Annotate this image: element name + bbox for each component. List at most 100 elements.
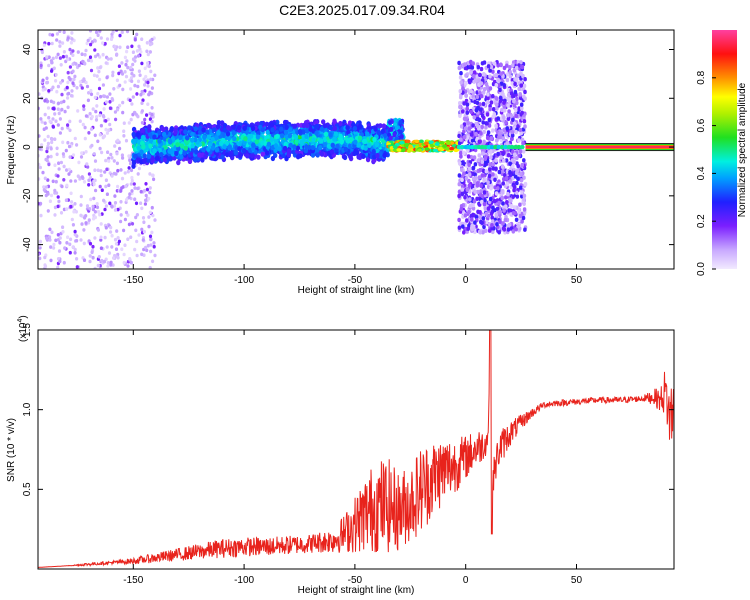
spectrogram-cell [114,172,118,176]
spectrogram-cell [190,137,195,143]
spectrogram-cell [445,141,451,146]
spectrogram-cell [469,154,474,160]
spectrogram-cell [118,103,122,108]
spectrogram-cell [457,225,462,230]
spectrogram-cell [142,158,147,164]
spectrogram-cell [75,257,79,261]
spectrogram-cell [129,87,133,91]
spectrogram-cell [140,127,145,133]
spectrogram-cell [146,61,150,65]
spectrogram-cell [66,235,70,239]
spectrogram-cell [93,168,97,172]
spectrogram-cell [47,115,51,120]
spectrogram-cell [152,177,156,182]
spectrogram-cell [484,228,488,233]
spectrogram-cell [51,85,55,90]
spectrogram-cell [42,188,46,192]
spectrogram-cell [482,87,487,92]
spectrogram-cell [496,186,500,191]
spectrogram-cell [515,194,520,199]
spectrogram-cell [143,66,147,71]
x-tick-label: -50 [348,275,363,286]
spectrogram-cell [365,157,371,163]
spectrogram-cell [506,116,511,122]
spectrogram-cell [130,102,134,106]
spectrogram-cell [49,99,53,104]
spectrogram-cell [498,99,503,104]
spectrogram-cell [96,91,100,96]
spectrogram-cell [502,100,506,105]
spectrogram-x-axis: -150 -100 -50 0 50 [123,30,582,286]
spectrogram-cell [45,236,49,241]
spectrogram-cell [200,157,205,163]
spectrogram-cell [232,136,237,142]
spectrogram-cell [459,206,464,212]
spectrogram-cell [47,41,51,46]
spectrogram-cell [332,118,337,124]
spectrogram-cell [104,158,108,163]
spectrogram-cell [117,71,121,76]
spectrogram-cell [392,132,397,137]
spectrogram-cell [515,100,519,106]
spectrogram-cell [456,144,462,150]
spectrogram-cell [99,235,103,240]
spectrogram-cell [126,169,130,174]
spectrogram-cell [473,144,479,150]
spectrogram-cell [476,158,481,163]
spectrogram-cell [146,84,150,88]
spectrogram-cell [73,202,77,206]
spectrogram-cell [53,112,57,116]
spectrogram-cell [388,135,393,141]
spectrogram-cell [185,135,190,141]
spectrogram-cell [149,138,154,144]
spectrogram-cell [139,50,143,54]
y-tick-label: -20 [22,188,33,203]
spectrogram-cell [83,61,87,66]
spectrogram-cell [141,135,146,141]
spectrogram-cell [516,223,521,229]
spectrogram-cell [67,172,71,176]
spectrogram-cell [105,37,110,41]
spectrogram-cell [473,189,477,194]
spectrogram-cell [51,117,55,121]
spectrogram-cell [151,213,155,218]
spectrogram-cell [118,146,122,151]
spectrogram-cell [116,168,120,173]
spectrogram-cell [88,175,92,180]
spectrogram-cell [356,142,361,148]
spectrogram-cell [518,202,522,207]
spectrogram-cell [87,91,91,95]
spectrogram-cell [52,66,56,71]
spectrogram-cell [513,81,517,87]
spectrogram-cell [521,215,526,221]
spectrogram-cell [193,156,198,162]
spectrogram-cell [469,132,474,137]
spectrogram-cell [85,162,89,166]
spectrogram-cell [129,260,133,265]
spectrogram-cell [463,65,468,71]
spectrogram-cell [130,175,134,180]
spectrogram-cell [496,151,500,157]
spectrogram-cell [458,89,463,94]
spectrogram-cell [148,186,152,190]
snr-y-multiplier: (x104) [17,315,29,342]
spectrogram-cell [462,171,466,176]
spectrogram-cell [352,125,358,132]
spectrogram-cell [69,191,73,196]
spectrogram-cell [508,208,513,213]
spectrogram-cell [73,179,77,183]
spectrogram-cell [123,171,127,175]
spectrogram-cell [187,158,193,164]
spectrogram-cell [490,215,495,220]
spectrogram-cell [91,255,95,260]
spectrogram-cell [95,104,99,108]
spectrogram-cell [511,164,515,169]
spectrogram-cell [519,60,523,65]
colorbar-ticks: 0.00.20.40.60.8 [696,70,716,276]
spectrogram-cell [346,129,351,135]
spectrogram-cell [104,178,108,182]
spectrogram-cell [520,137,525,142]
spectrogram-cell [61,54,65,59]
